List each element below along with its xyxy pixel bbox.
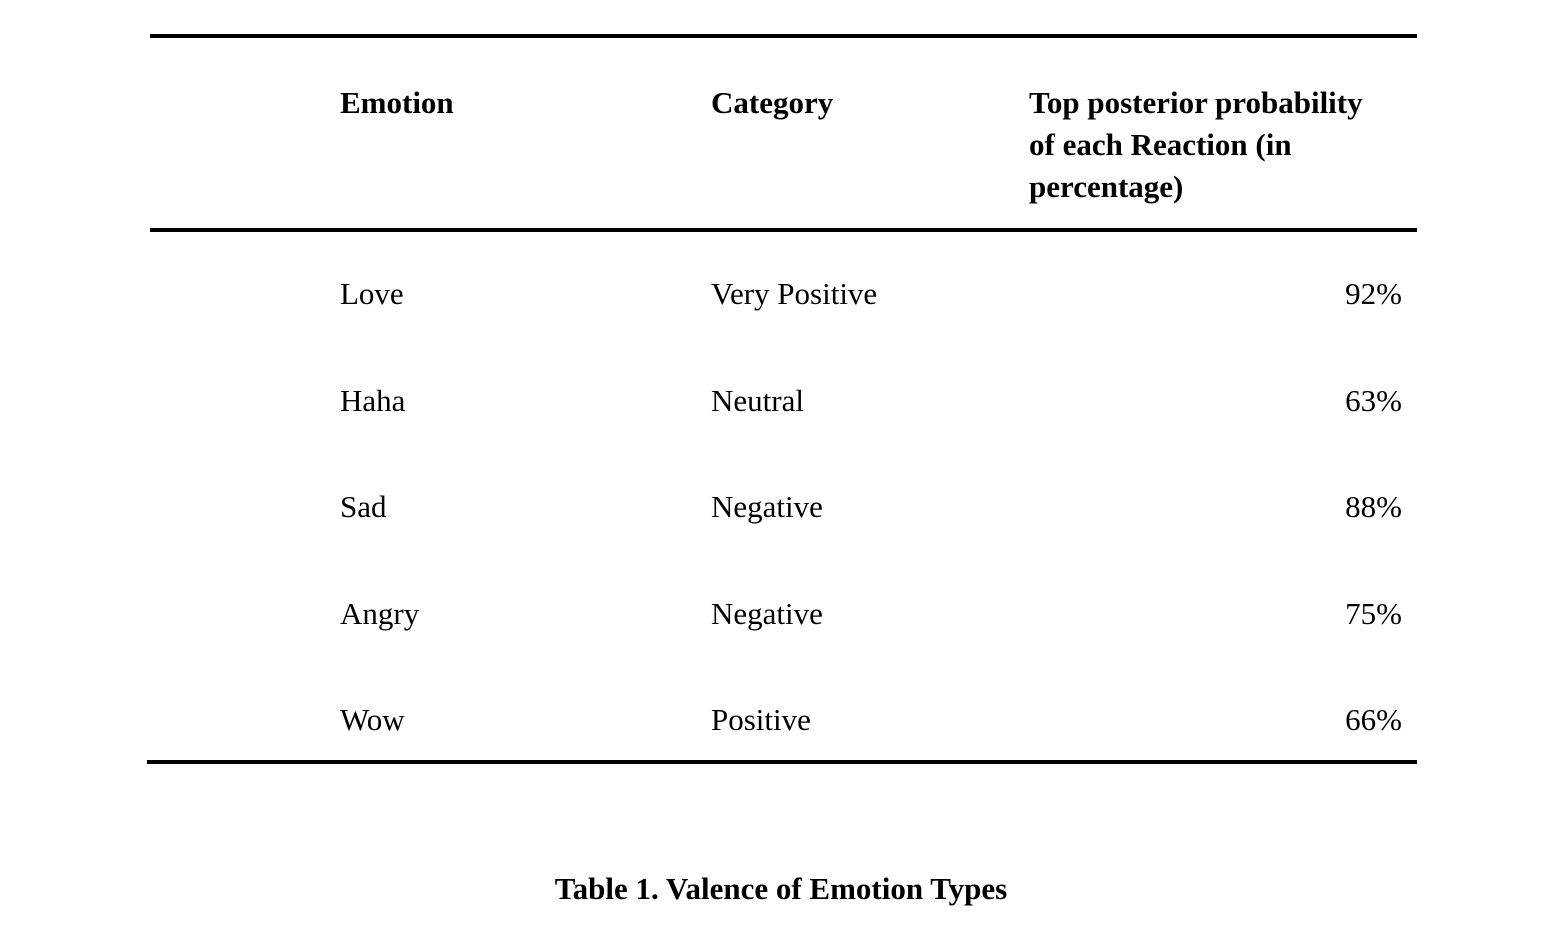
category-cell: Very Positive [711, 276, 878, 311]
probability-cell: 75% [1345, 596, 1402, 631]
header-probability-line-3: percentage) [1029, 169, 1184, 204]
emotion-cell: Sad [340, 489, 387, 524]
header-emotion: Emotion [340, 85, 454, 120]
table-bottom-rule [147, 760, 1417, 764]
emotion-cell: Wow [340, 702, 405, 737]
probability-cell: 66% [1345, 702, 1402, 737]
header-probability-line-2: of each Reaction (in [1029, 127, 1292, 162]
category-cell: Positive [711, 702, 811, 737]
table-header-rule [150, 228, 1417, 232]
table-top-rule [150, 34, 1417, 38]
header-probability: Top posterior probability of each Reacti… [1029, 82, 1409, 208]
probability-cell: 63% [1345, 383, 1402, 418]
table-caption: Table 1. Valence of Emotion Types [554, 871, 1008, 906]
header-probability-line-1: Top posterior probability [1029, 85, 1363, 120]
category-cell: Negative [711, 489, 823, 524]
emotion-cell: Haha [340, 383, 406, 418]
category-cell: Negative [711, 596, 823, 631]
category-cell: Neutral [711, 383, 804, 418]
probability-cell: 88% [1345, 489, 1402, 524]
emotion-cell: Love [340, 276, 404, 311]
emotion-cell: Angry [340, 596, 420, 631]
header-category: Category [711, 85, 834, 120]
probability-cell: 92% [1345, 276, 1402, 311]
